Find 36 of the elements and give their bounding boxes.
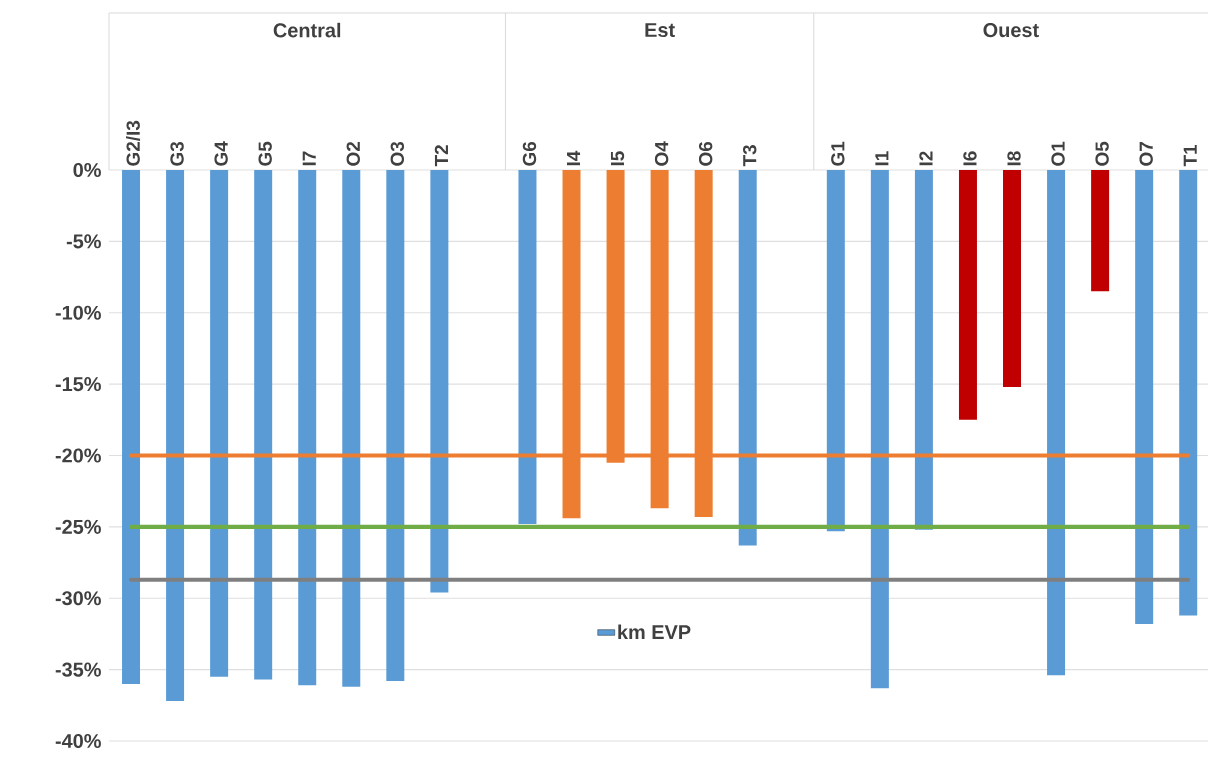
x-tick-label: I6 xyxy=(963,151,977,166)
x-tick-label: I4 xyxy=(567,150,581,166)
x-tick-label: O3 xyxy=(390,141,405,166)
x-tick-label: O2 xyxy=(346,141,360,166)
y-tick-label: -35% xyxy=(55,662,101,677)
x-tick-label: I2 xyxy=(919,151,933,166)
x-tick-label: O4 xyxy=(654,141,669,166)
x-tick-label: G4 xyxy=(214,141,228,166)
x-tick-label: G1 xyxy=(831,141,845,166)
x-tick-label: T3 xyxy=(743,145,757,167)
x-tick-label: I7 xyxy=(302,151,316,166)
text: Est xyxy=(645,23,675,38)
x-tick-label: O7 xyxy=(1139,142,1153,166)
x-tick-label: O5 xyxy=(1095,141,1109,166)
legend-label: km EVP xyxy=(618,624,691,639)
y-tick-label: -5% xyxy=(66,234,101,249)
x-tick-label: O6 xyxy=(698,141,713,166)
x-tick-label: I5 xyxy=(610,151,625,166)
y-tick-label: -10% xyxy=(55,305,101,320)
x-tick-label: O1 xyxy=(1051,141,1065,166)
text: Central xyxy=(273,22,341,38)
y-tick-label: -15% xyxy=(55,377,101,392)
x-tick-label: I8 xyxy=(1007,151,1021,166)
y-tick-label: -30% xyxy=(55,591,101,606)
x-tick-label: G6 xyxy=(522,141,537,166)
x-tick-label: G5 xyxy=(258,141,272,166)
x-tick-label: I1 xyxy=(875,151,889,166)
x-tick-label: G2/I3 xyxy=(125,120,141,166)
y-tick-label: -20% xyxy=(55,448,101,463)
x-tick-label: T1 xyxy=(1183,144,1197,167)
y-tick-label: -40% xyxy=(55,733,101,749)
x-tick-label: T2 xyxy=(434,145,448,167)
text: Ouest xyxy=(983,23,1039,38)
y-tick-label: -25% xyxy=(55,519,101,534)
x-tick-label: G3 xyxy=(170,141,184,166)
y-tick-label: 0% xyxy=(73,162,101,178)
